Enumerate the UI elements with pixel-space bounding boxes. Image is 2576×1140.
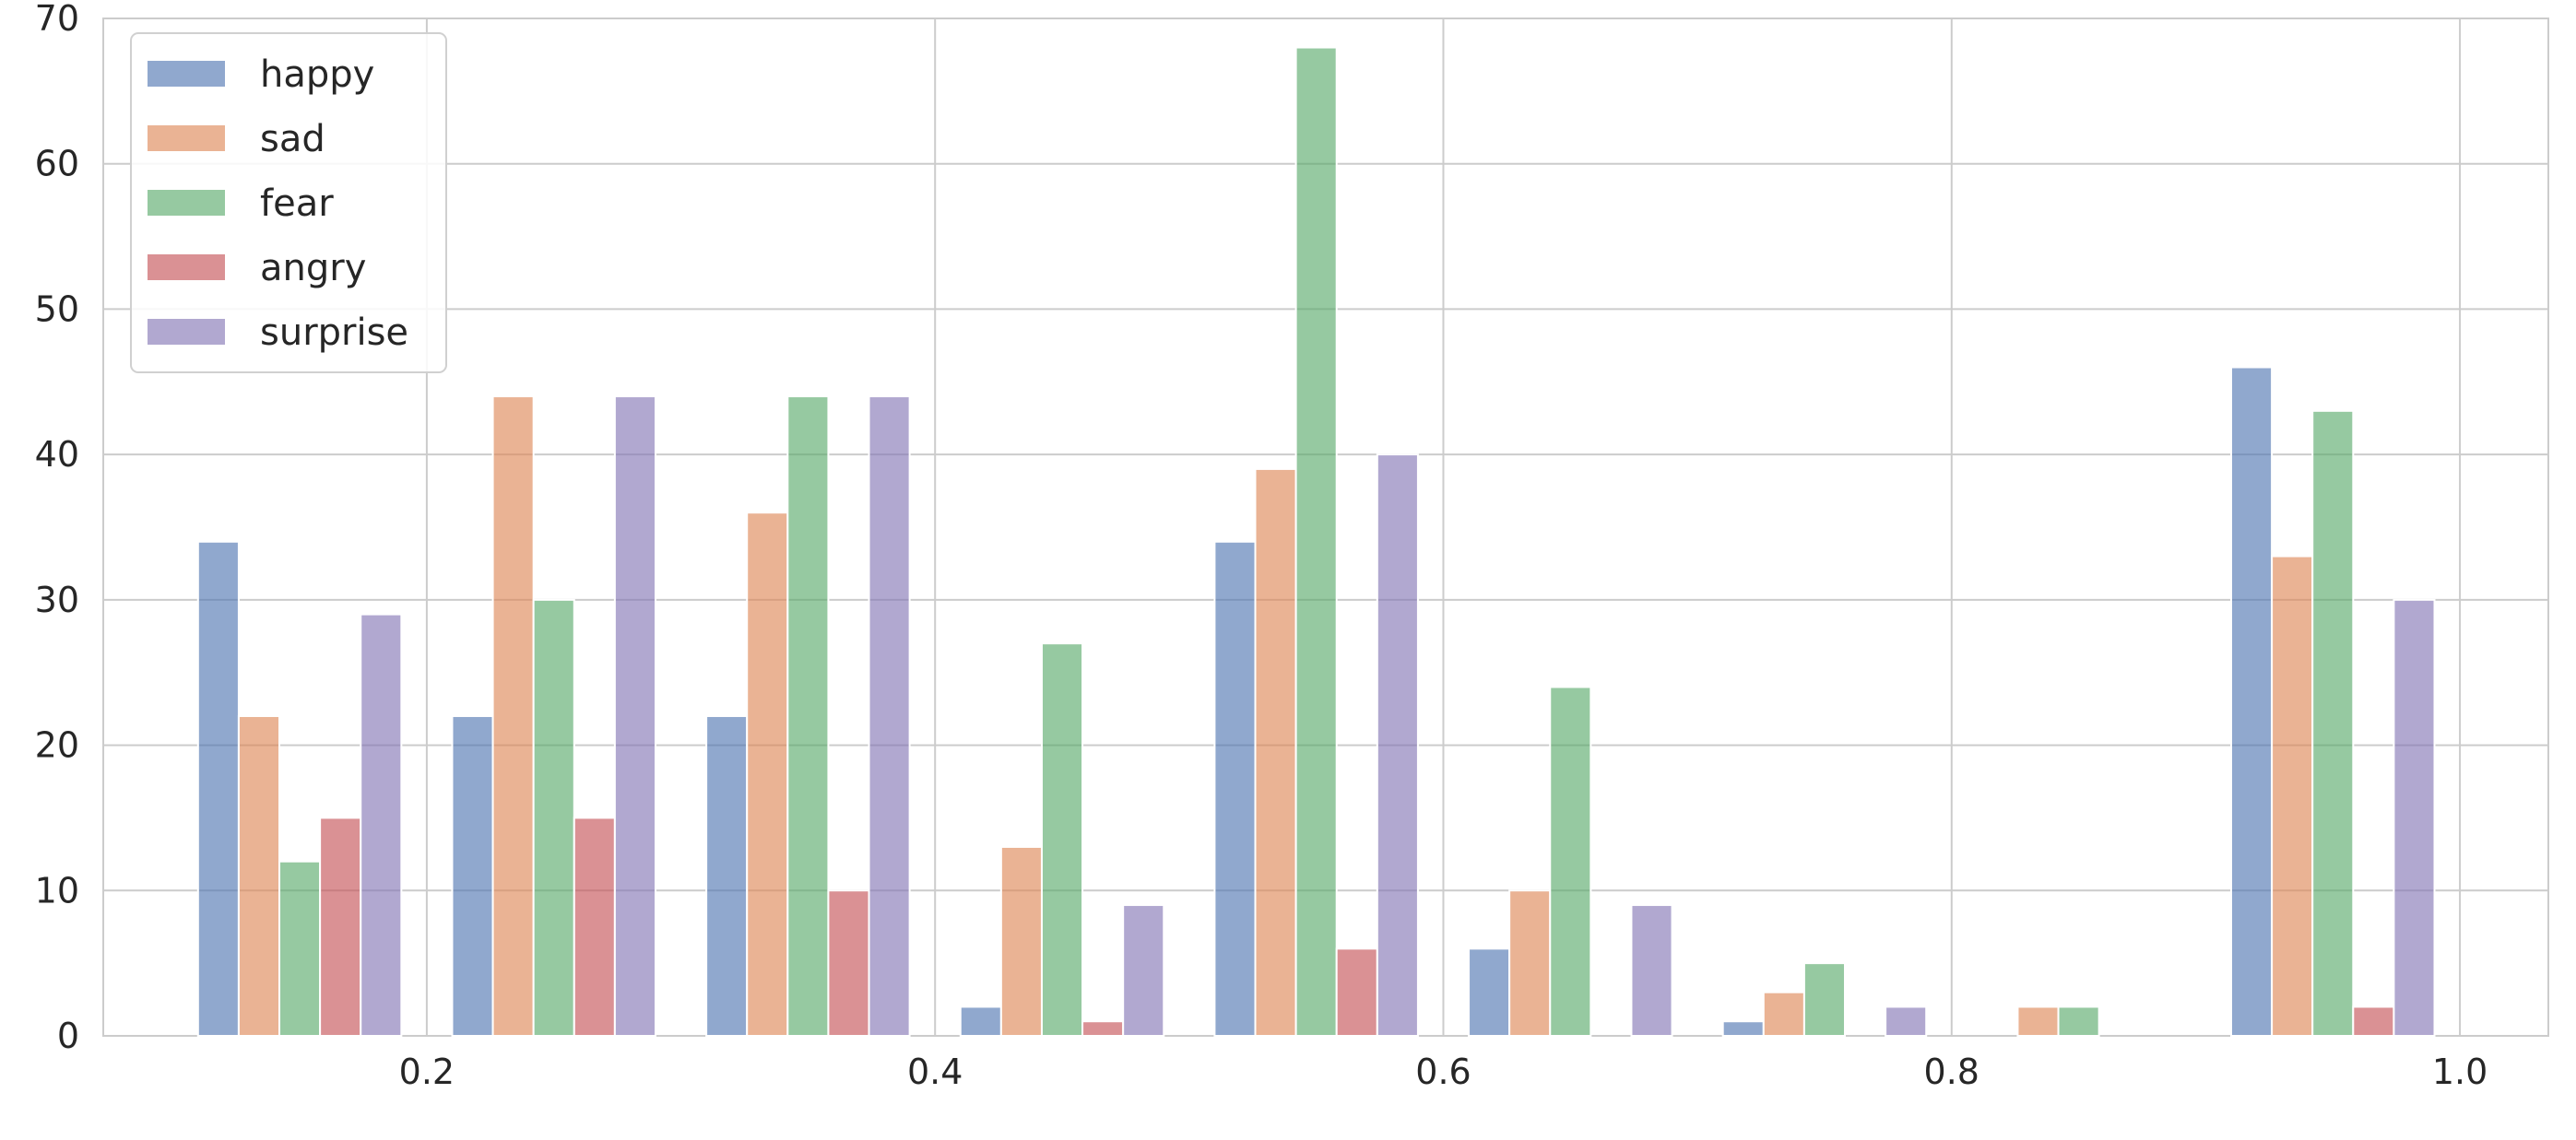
bar-happy bbox=[1468, 947, 1511, 1038]
bar-happy bbox=[1721, 1020, 1765, 1037]
bar-happy bbox=[1213, 540, 1257, 1037]
bar-fear bbox=[1549, 686, 1592, 1037]
legend-swatch-angry bbox=[148, 254, 225, 280]
bar-fear bbox=[1040, 642, 1084, 1038]
x-tick-label: 0.8 bbox=[1924, 1052, 1979, 1092]
bar-fear bbox=[786, 395, 830, 1037]
legend-label-angry: angry bbox=[260, 247, 366, 289]
bar-sad bbox=[2271, 555, 2314, 1037]
x-axis-ticks: 0.2 0.4 0.6 0.8 1.0 bbox=[399, 1052, 2488, 1092]
legend-swatch-surprise bbox=[148, 319, 225, 345]
bar-angry bbox=[1335, 947, 1378, 1038]
legend: happy sad fear angry surprise bbox=[130, 32, 447, 373]
y-tick-label: 50 bbox=[35, 288, 79, 329]
bar-sad bbox=[1254, 467, 1297, 1037]
x-tick-label: 1.0 bbox=[2432, 1052, 2487, 1092]
x-tick-label: 0.6 bbox=[1415, 1052, 1471, 1092]
bar-angry bbox=[2352, 1005, 2395, 1038]
legend-label-surprise: surprise bbox=[260, 311, 408, 354]
bar-angry bbox=[827, 889, 870, 1037]
bar-happy bbox=[959, 1005, 1002, 1038]
y-axis-ticks: 0 10 20 30 40 50 60 70 bbox=[35, 0, 79, 1056]
y-tick-label: 0 bbox=[57, 1016, 79, 1056]
bar-angry bbox=[1081, 1020, 1125, 1037]
legend-label-happy: happy bbox=[260, 53, 374, 96]
bar-surprise bbox=[1122, 904, 1165, 1037]
legend-label-fear: fear bbox=[260, 182, 334, 225]
y-tick-label: 10 bbox=[35, 870, 79, 911]
bar-surprise bbox=[1885, 1005, 1928, 1038]
bars bbox=[196, 46, 2436, 1038]
y-tick-label: 40 bbox=[35, 434, 79, 475]
y-tick-label: 30 bbox=[35, 580, 79, 620]
x-tick-label: 0.2 bbox=[399, 1052, 455, 1092]
bar-happy bbox=[705, 715, 749, 1037]
legend-label-sad: sad bbox=[260, 118, 325, 160]
bar-surprise bbox=[613, 395, 656, 1037]
legend-swatch-sad bbox=[148, 125, 225, 151]
bar-fear bbox=[278, 860, 322, 1037]
bar-fear bbox=[532, 598, 575, 1037]
bar-fear bbox=[1802, 962, 1847, 1037]
y-tick-label: 70 bbox=[35, 0, 79, 39]
bar-angry bbox=[573, 817, 616, 1038]
bar-happy bbox=[451, 715, 494, 1037]
bar-surprise bbox=[360, 613, 403, 1038]
bar-surprise bbox=[2393, 598, 2436, 1037]
bar-sad bbox=[2016, 1005, 2060, 1038]
bar-happy bbox=[2229, 366, 2274, 1037]
bar-sad bbox=[746, 511, 789, 1037]
bar-surprise bbox=[868, 395, 911, 1037]
bar-fear bbox=[1294, 46, 1338, 1038]
y-tick-label: 60 bbox=[35, 144, 79, 184]
bar-angry bbox=[319, 817, 362, 1038]
bar-surprise bbox=[1376, 453, 1419, 1037]
bar-surprise bbox=[1630, 904, 1673, 1037]
bar-fear bbox=[2057, 1005, 2100, 1038]
bar-sad bbox=[1508, 889, 1552, 1037]
legend-swatch-happy bbox=[148, 61, 225, 87]
bar-sad bbox=[237, 715, 281, 1037]
y-tick-label: 20 bbox=[35, 725, 79, 766]
bar-sad bbox=[999, 845, 1043, 1037]
legend-swatch-fear bbox=[148, 190, 225, 216]
bar-sad bbox=[491, 395, 535, 1037]
bar-sad bbox=[1762, 991, 1805, 1037]
bar-fear bbox=[2311, 409, 2355, 1038]
legend-box bbox=[130, 32, 447, 373]
bar-happy bbox=[196, 540, 240, 1037]
x-tick-label: 0.4 bbox=[907, 1052, 963, 1092]
